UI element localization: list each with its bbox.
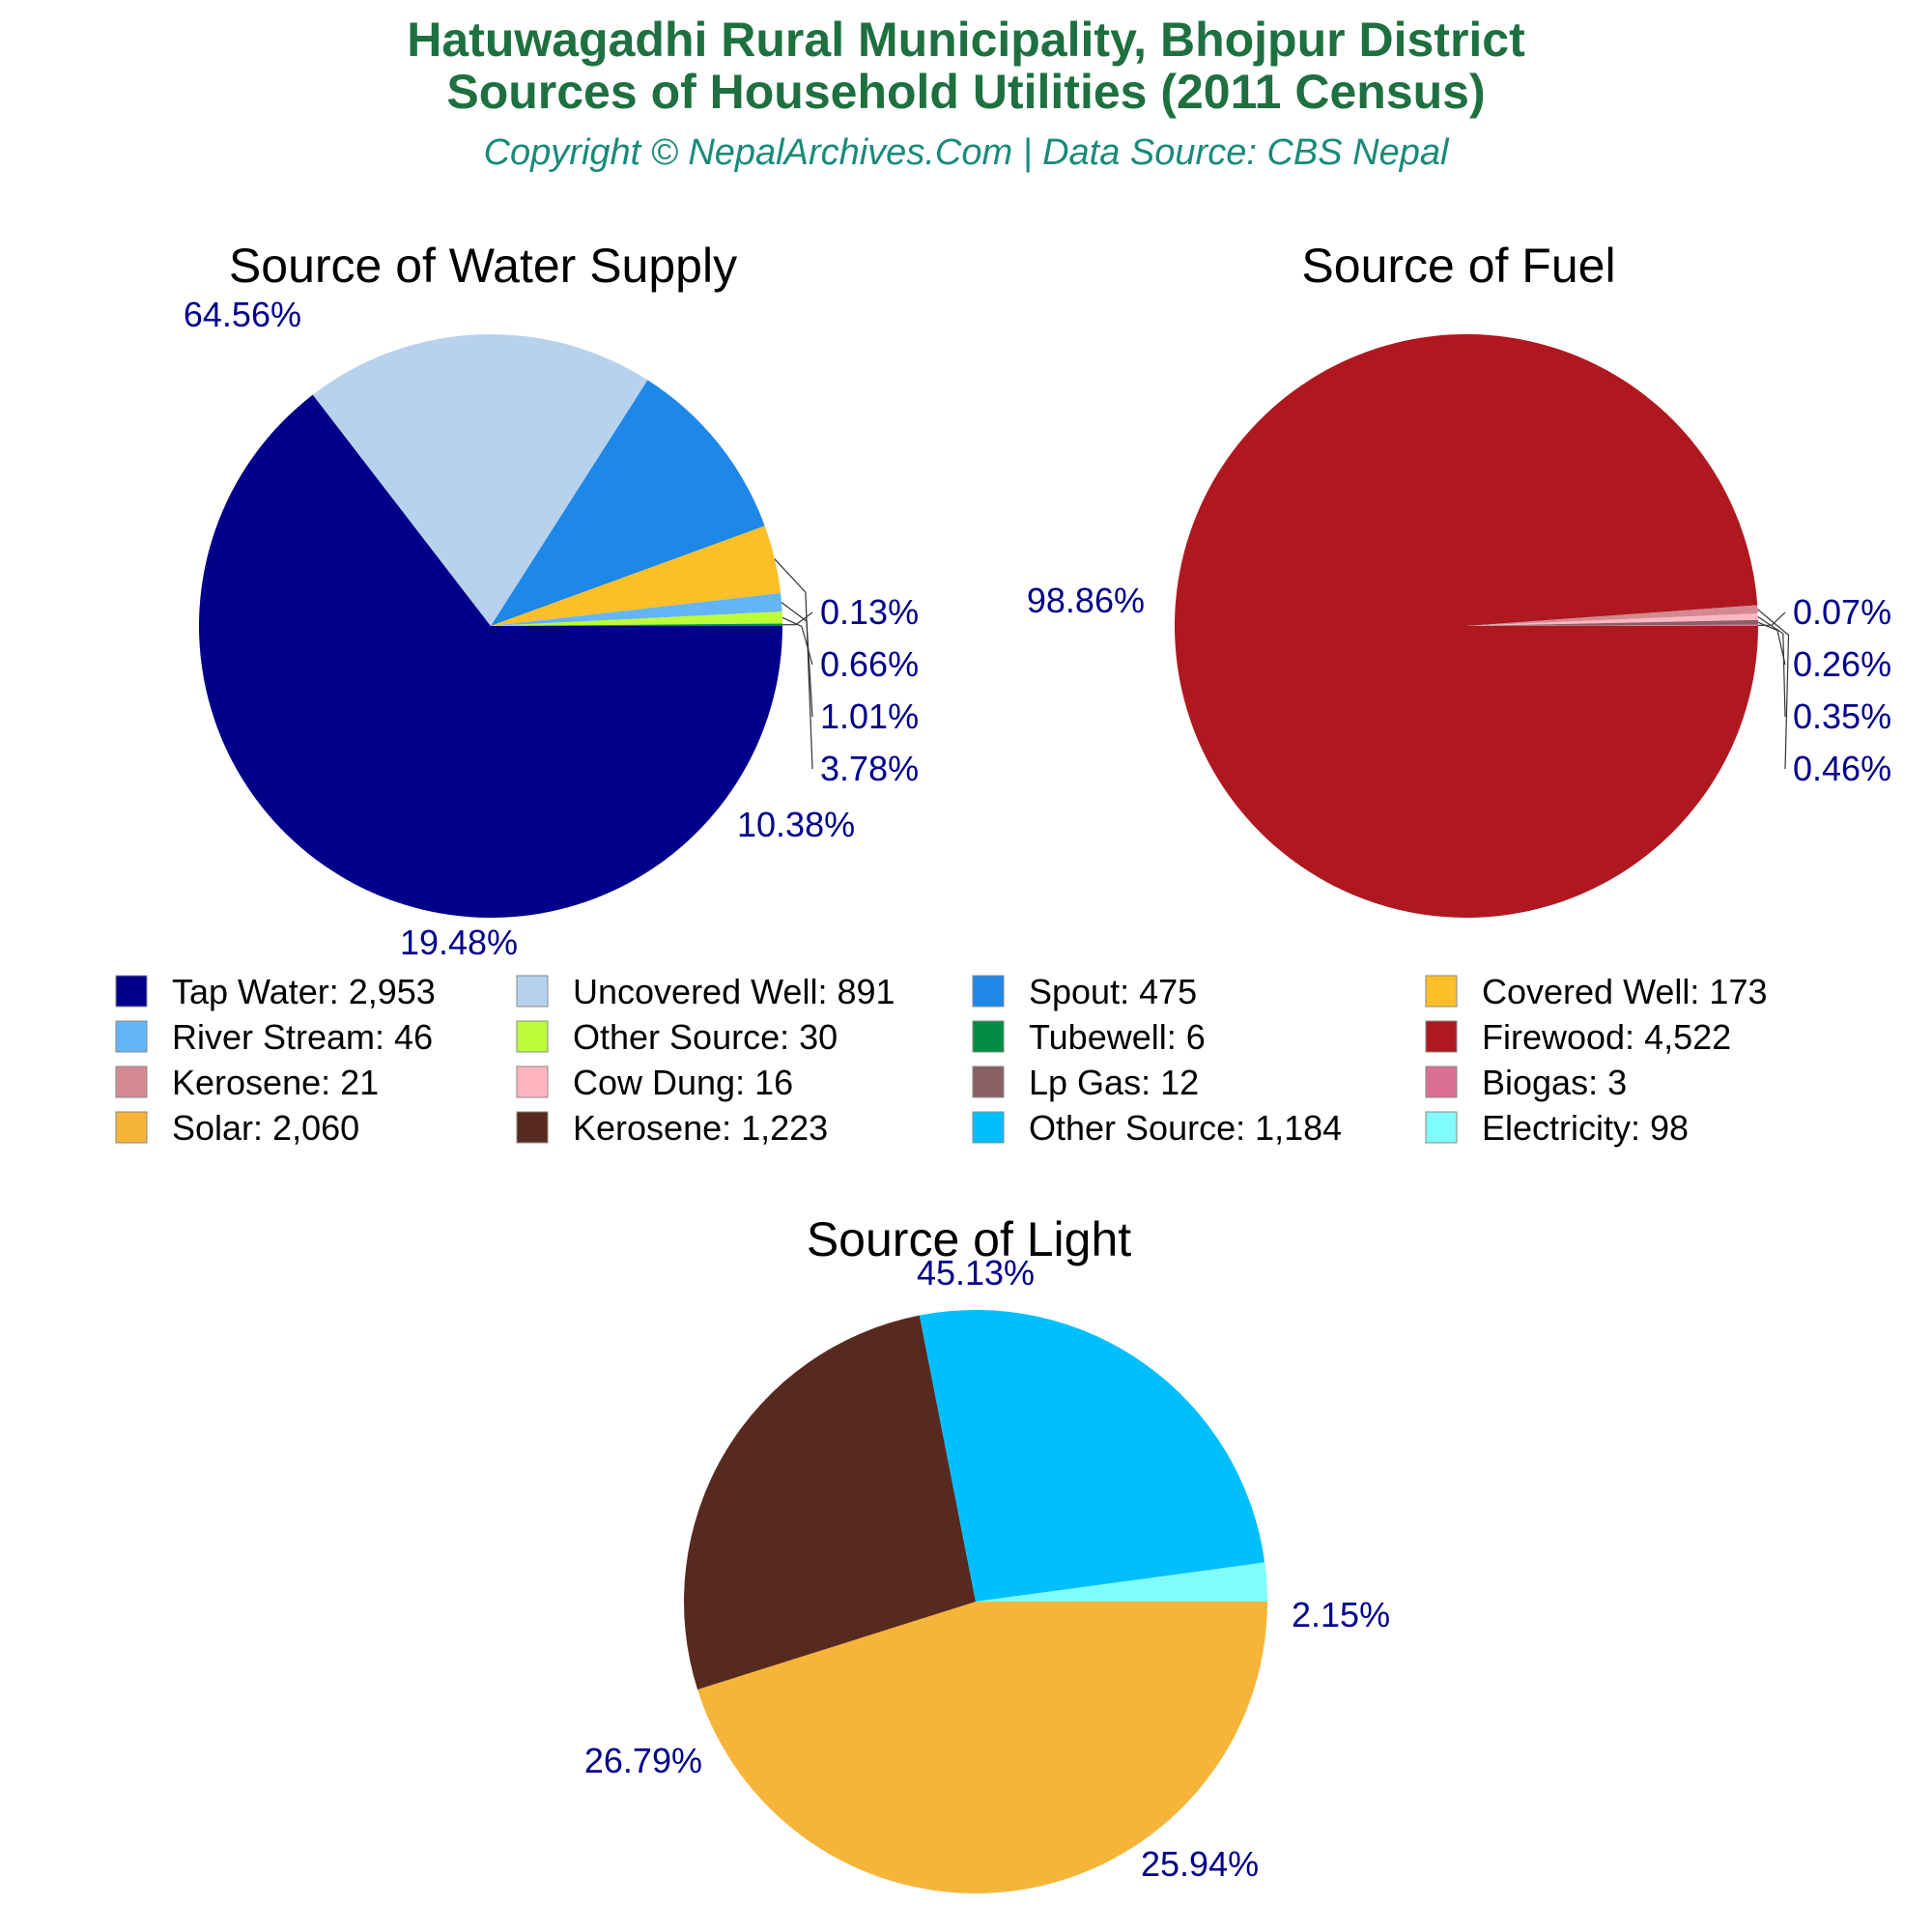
legend-label-river-stream: River Stream: 46	[172, 1017, 433, 1057]
legend-swatch-electricity	[1425, 1111, 1458, 1144]
legend-label-kerosene: Kerosene: 1,223	[573, 1108, 828, 1148]
legend-label-kerosene: Kerosene: 21	[172, 1063, 379, 1102]
legend-label-lp-gas: Lp Gas: 12	[1029, 1063, 1199, 1102]
fuel-slice-firewood	[1175, 334, 1758, 919]
water-slice-other-source	[491, 611, 782, 626]
chart-title-line1: Hatuwagadhi Rural Municipality, Bhojpur …	[407, 13, 1525, 67]
legend-swatch-tubewell	[972, 1020, 1005, 1053]
light-pct-label-solar: 45.13%	[917, 1253, 1035, 1293]
legend-swatch-covered-well	[1425, 975, 1458, 1008]
fuel-slice-lp-gas	[1466, 619, 1758, 626]
legend-swatch-biogas	[1425, 1065, 1458, 1098]
legend-swatch-other-source	[516, 1020, 549, 1053]
water-pct-label-tubewell: 0.13%	[820, 592, 919, 632]
chart-subtitle: Copyright © NepalArchives.Com | Data Sou…	[484, 132, 1450, 173]
light-slice-kerosene	[683, 1315, 976, 1690]
legend-label-spout: Spout: 475	[1029, 972, 1197, 1011]
fuel-pie-title: Source of Fuel	[1301, 239, 1615, 293]
fuel-leader-line-biogas	[1757, 611, 1786, 626]
water-slice-river-stream	[491, 593, 782, 626]
fuel-slice-kerosene	[1466, 605, 1758, 626]
water-pct-label-river-stream: 1.01%	[820, 696, 919, 736]
light-pct-label-kerosene: 26.79%	[584, 1741, 702, 1780]
legend-swatch-spout	[972, 975, 1005, 1008]
legend-label-biogas: Biogas: 3	[1482, 1063, 1627, 1102]
water-pct-label-spout: 10.38%	[737, 805, 855, 844]
fuel-pie: 98.86% 0.07% 0.26% 0.35% 0.46%	[1027, 334, 1891, 919]
water-slice-tap-water	[199, 394, 782, 918]
water-pct-label-uncovered-well: 19.48%	[400, 923, 518, 962]
legend-label-solar: Solar: 2,060	[172, 1108, 359, 1148]
legend-label-other-source: Other Source: 1,184	[1029, 1108, 1342, 1148]
light-slice-solar	[697, 1602, 1267, 1894]
fuel-leader-line-kerosene	[1757, 609, 1790, 770]
water-pct-label-covered-well: 3.78%	[820, 749, 919, 788]
water-slice-tubewell	[491, 623, 782, 626]
legend-swatch-kerosene	[516, 1111, 549, 1144]
water-slice-spout	[491, 380, 765, 626]
legend-label-other-source: Other Source: 30	[573, 1017, 838, 1057]
light-slice-electricity	[976, 1562, 1267, 1602]
fuel-pct-label-lp-gas: 0.26%	[1793, 644, 1891, 684]
legend-label-uncovered-well: Uncovered Well: 891	[573, 972, 895, 1011]
light-slice-other-source	[919, 1310, 1265, 1602]
fuel-pct-label-biogas: 0.07%	[1793, 592, 1891, 632]
chart-title-line2: Sources of Household Utilities (2011 Cen…	[446, 65, 1485, 119]
water-pie-title: Source of Water Supply	[229, 239, 737, 293]
legend-swatch-tap-water	[115, 975, 148, 1008]
legend-swatch-other-source	[972, 1111, 1005, 1144]
legend-swatch-firewood	[1425, 1020, 1458, 1053]
water-slice-covered-well	[491, 526, 781, 626]
legend-swatch-lp-gas	[972, 1065, 1005, 1098]
light-pie-title: Source of Light	[807, 1212, 1131, 1266]
legend-swatch-uncovered-well	[516, 975, 549, 1008]
fuel-leader-line-cow-dung	[1757, 616, 1786, 718]
legend-label-tap-water: Tap Water: 2,953	[172, 972, 436, 1011]
legend-swatch-river-stream	[115, 1020, 148, 1053]
water-pct-label-tap-water: 64.56%	[184, 295, 301, 334]
legend-label-firewood: Firewood: 4,522	[1482, 1017, 1731, 1057]
water-pct-label-other-source: 0.66%	[820, 644, 919, 684]
water-supply-pie: 64.56% 19.48% 10.38% 0.13% 0.66% 1.01% 3.78%	[184, 295, 919, 962]
fuel-pct-label-kerosene: 0.46%	[1793, 749, 1891, 788]
fuel-pct-label-cow-dung: 0.35%	[1793, 696, 1891, 736]
fuel-pct-label-firewood: 98.86%	[1027, 581, 1145, 620]
water-leader-line-covered-well	[774, 558, 813, 770]
legend-swatch-kerosene	[115, 1065, 148, 1098]
fuel-slice-biogas	[1466, 624, 1759, 626]
legend-label-covered-well: Covered Well: 173	[1482, 972, 1768, 1011]
legend: Tap Water: 2,953 Uncovered Well: 891 Spout…	[115, 972, 1768, 1148]
legend-label-tubewell: Tubewell: 6	[1029, 1017, 1206, 1057]
legend-swatch-cow-dung	[516, 1065, 549, 1098]
fuel-slice-cow-dung	[1466, 613, 1758, 626]
light-pie: 45.13% 26.79% 25.94% 2.15%	[584, 1253, 1390, 1894]
light-pct-label-other-source: 25.94%	[1141, 1844, 1259, 1884]
legend-label-electricity: Electricity: 98	[1482, 1108, 1689, 1148]
legend-swatch-solar	[115, 1111, 148, 1144]
light-pct-label-electricity: 2.15%	[1292, 1595, 1390, 1634]
legend-label-cow-dung: Cow Dung: 16	[573, 1063, 793, 1102]
water-slice-uncovered-well	[312, 333, 648, 626]
